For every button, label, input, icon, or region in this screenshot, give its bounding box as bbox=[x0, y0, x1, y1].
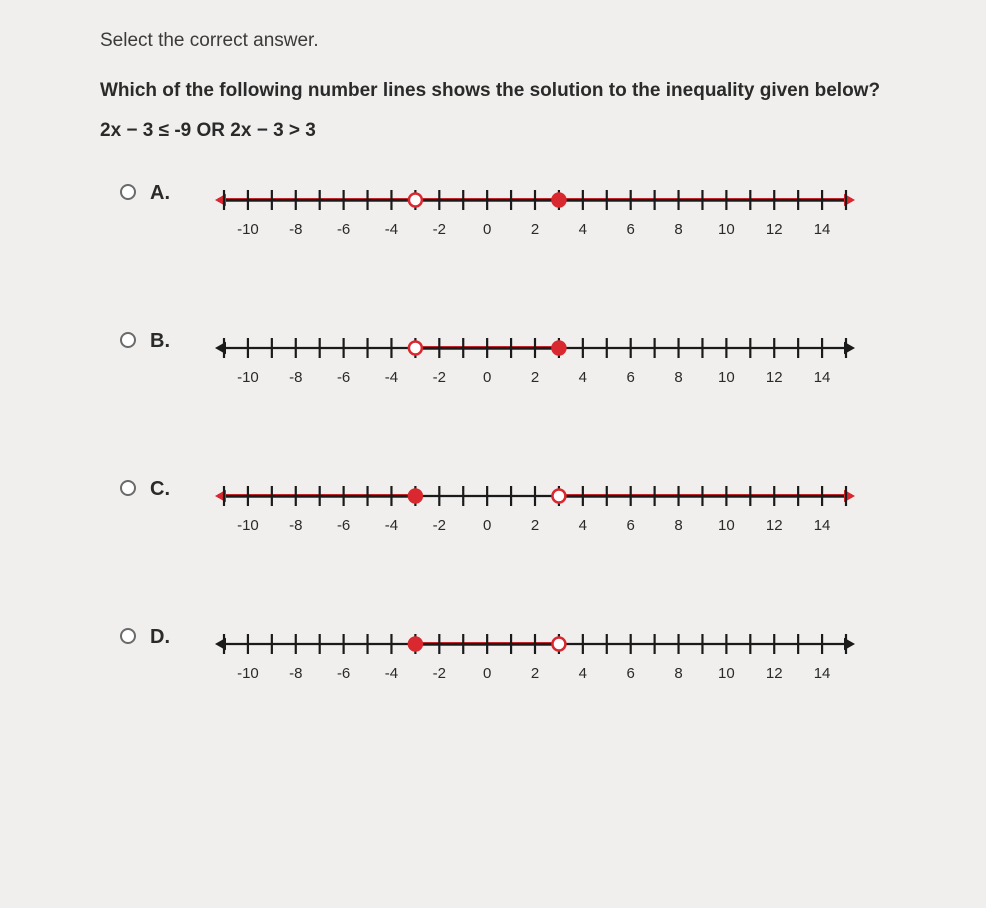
closed-dot-icon bbox=[409, 638, 422, 651]
tick-label: 10 bbox=[718, 517, 735, 534]
tick-label: -10 bbox=[237, 517, 259, 534]
tick-label: 4 bbox=[579, 517, 587, 534]
question-text: Which of the following number lines show… bbox=[100, 80, 946, 102]
tick-label: -8 bbox=[289, 665, 302, 682]
open-dot-icon bbox=[409, 342, 422, 355]
options-list: A. -10 -8 -6 -4 -2 0 2 4 6 8 10 12 14 B. -10 -8 -6 -4 -2 0 2 4… bbox=[100, 182, 946, 704]
tick-label: 8 bbox=[674, 221, 682, 238]
closed-dot-icon bbox=[552, 342, 565, 355]
tick-label: -4 bbox=[385, 665, 398, 682]
tick-label: -10 bbox=[237, 665, 259, 682]
tick-label: 14 bbox=[814, 665, 831, 682]
tick-label: 12 bbox=[766, 517, 783, 534]
tick-label: -4 bbox=[385, 517, 398, 534]
tick-label: -10 bbox=[237, 221, 259, 238]
tick-label: 2 bbox=[531, 369, 539, 386]
tick-label: -2 bbox=[433, 221, 446, 238]
open-dot-icon bbox=[552, 490, 565, 503]
inequality-text: 2x − 3 ≤ -9 OR 2x − 3 > 3 bbox=[100, 120, 946, 142]
tick-label: 2 bbox=[531, 221, 539, 238]
tick-label: 8 bbox=[674, 517, 682, 534]
tick-label: 14 bbox=[814, 221, 831, 238]
number-line: -10 -8 -6 -4 -2 0 2 4 6 8 10 12 14 bbox=[210, 626, 860, 704]
question-page: Select the correct answer. Which of the … bbox=[0, 0, 986, 804]
numberline-wrap: -10 -8 -6 -4 -2 0 2 4 6 8 10 12 14 bbox=[210, 478, 946, 556]
tick-label: -8 bbox=[289, 369, 302, 386]
open-dot-icon bbox=[409, 194, 422, 207]
tick-label: -8 bbox=[289, 517, 302, 534]
tick-label: -2 bbox=[433, 517, 446, 534]
tick-label: 12 bbox=[766, 369, 783, 386]
option-label: D. bbox=[150, 626, 180, 649]
option-label: A. bbox=[150, 182, 180, 205]
tick-label: 12 bbox=[766, 665, 783, 682]
tick-label: 6 bbox=[627, 369, 635, 386]
radio-button[interactable] bbox=[120, 480, 136, 496]
tick-label: 4 bbox=[579, 369, 587, 386]
number-line: -10 -8 -6 -4 -2 0 2 4 6 8 10 12 14 bbox=[210, 330, 860, 408]
answer-option[interactable]: A. -10 -8 -6 -4 -2 0 2 4 6 8 10 12 14 bbox=[120, 182, 946, 260]
radio-button[interactable] bbox=[120, 184, 136, 200]
tick-label: 14 bbox=[814, 369, 831, 386]
closed-dot-icon bbox=[409, 490, 422, 503]
tick-label: 10 bbox=[718, 369, 735, 386]
tick-label: 12 bbox=[766, 221, 783, 238]
tick-label: -10 bbox=[237, 369, 259, 386]
open-dot-icon bbox=[552, 638, 565, 651]
tick-label: 4 bbox=[579, 221, 587, 238]
option-label: B. bbox=[150, 330, 180, 353]
instruction-text: Select the correct answer. bbox=[100, 30, 946, 52]
tick-label: 10 bbox=[718, 665, 735, 682]
tick-label: 0 bbox=[483, 369, 491, 386]
numberline-wrap: -10 -8 -6 -4 -2 0 2 4 6 8 10 12 14 bbox=[210, 182, 946, 260]
numberline-wrap: -10 -8 -6 -4 -2 0 2 4 6 8 10 12 14 bbox=[210, 626, 946, 704]
option-label: C. bbox=[150, 478, 180, 501]
tick-label: -6 bbox=[337, 517, 350, 534]
tick-label: -4 bbox=[385, 221, 398, 238]
tick-label: -2 bbox=[433, 665, 446, 682]
radio-button[interactable] bbox=[120, 332, 136, 348]
tick-label: -6 bbox=[337, 221, 350, 238]
tick-label: -2 bbox=[433, 369, 446, 386]
tick-label: 4 bbox=[579, 665, 587, 682]
tick-label: -4 bbox=[385, 369, 398, 386]
tick-label: 14 bbox=[814, 517, 831, 534]
answer-option[interactable]: B. -10 -8 -6 -4 -2 0 2 4 6 8 10 12 14 bbox=[120, 330, 946, 408]
number-line: -10 -8 -6 -4 -2 0 2 4 6 8 10 12 14 bbox=[210, 182, 860, 260]
tick-label: 2 bbox=[531, 665, 539, 682]
tick-label: -6 bbox=[337, 665, 350, 682]
tick-label: -6 bbox=[337, 369, 350, 386]
tick-label: -8 bbox=[289, 221, 302, 238]
tick-label: 10 bbox=[718, 221, 735, 238]
answer-option[interactable]: D. -10 -8 -6 -4 -2 0 2 4 6 8 10 12 14 bbox=[120, 626, 946, 704]
tick-label: 6 bbox=[627, 221, 635, 238]
answer-option[interactable]: C. -10 -8 -6 -4 -2 0 2 4 6 8 10 12 14 bbox=[120, 478, 946, 556]
tick-label: 2 bbox=[531, 517, 539, 534]
tick-label: 0 bbox=[483, 517, 491, 534]
number-line: -10 -8 -6 -4 -2 0 2 4 6 8 10 12 14 bbox=[210, 478, 860, 556]
tick-label: 0 bbox=[483, 221, 491, 238]
tick-label: 6 bbox=[627, 517, 635, 534]
tick-label: 0 bbox=[483, 665, 491, 682]
tick-label: 8 bbox=[674, 369, 682, 386]
closed-dot-icon bbox=[552, 194, 565, 207]
tick-label: 8 bbox=[674, 665, 682, 682]
radio-button[interactable] bbox=[120, 628, 136, 644]
tick-label: 6 bbox=[627, 665, 635, 682]
numberline-wrap: -10 -8 -6 -4 -2 0 2 4 6 8 10 12 14 bbox=[210, 330, 946, 408]
